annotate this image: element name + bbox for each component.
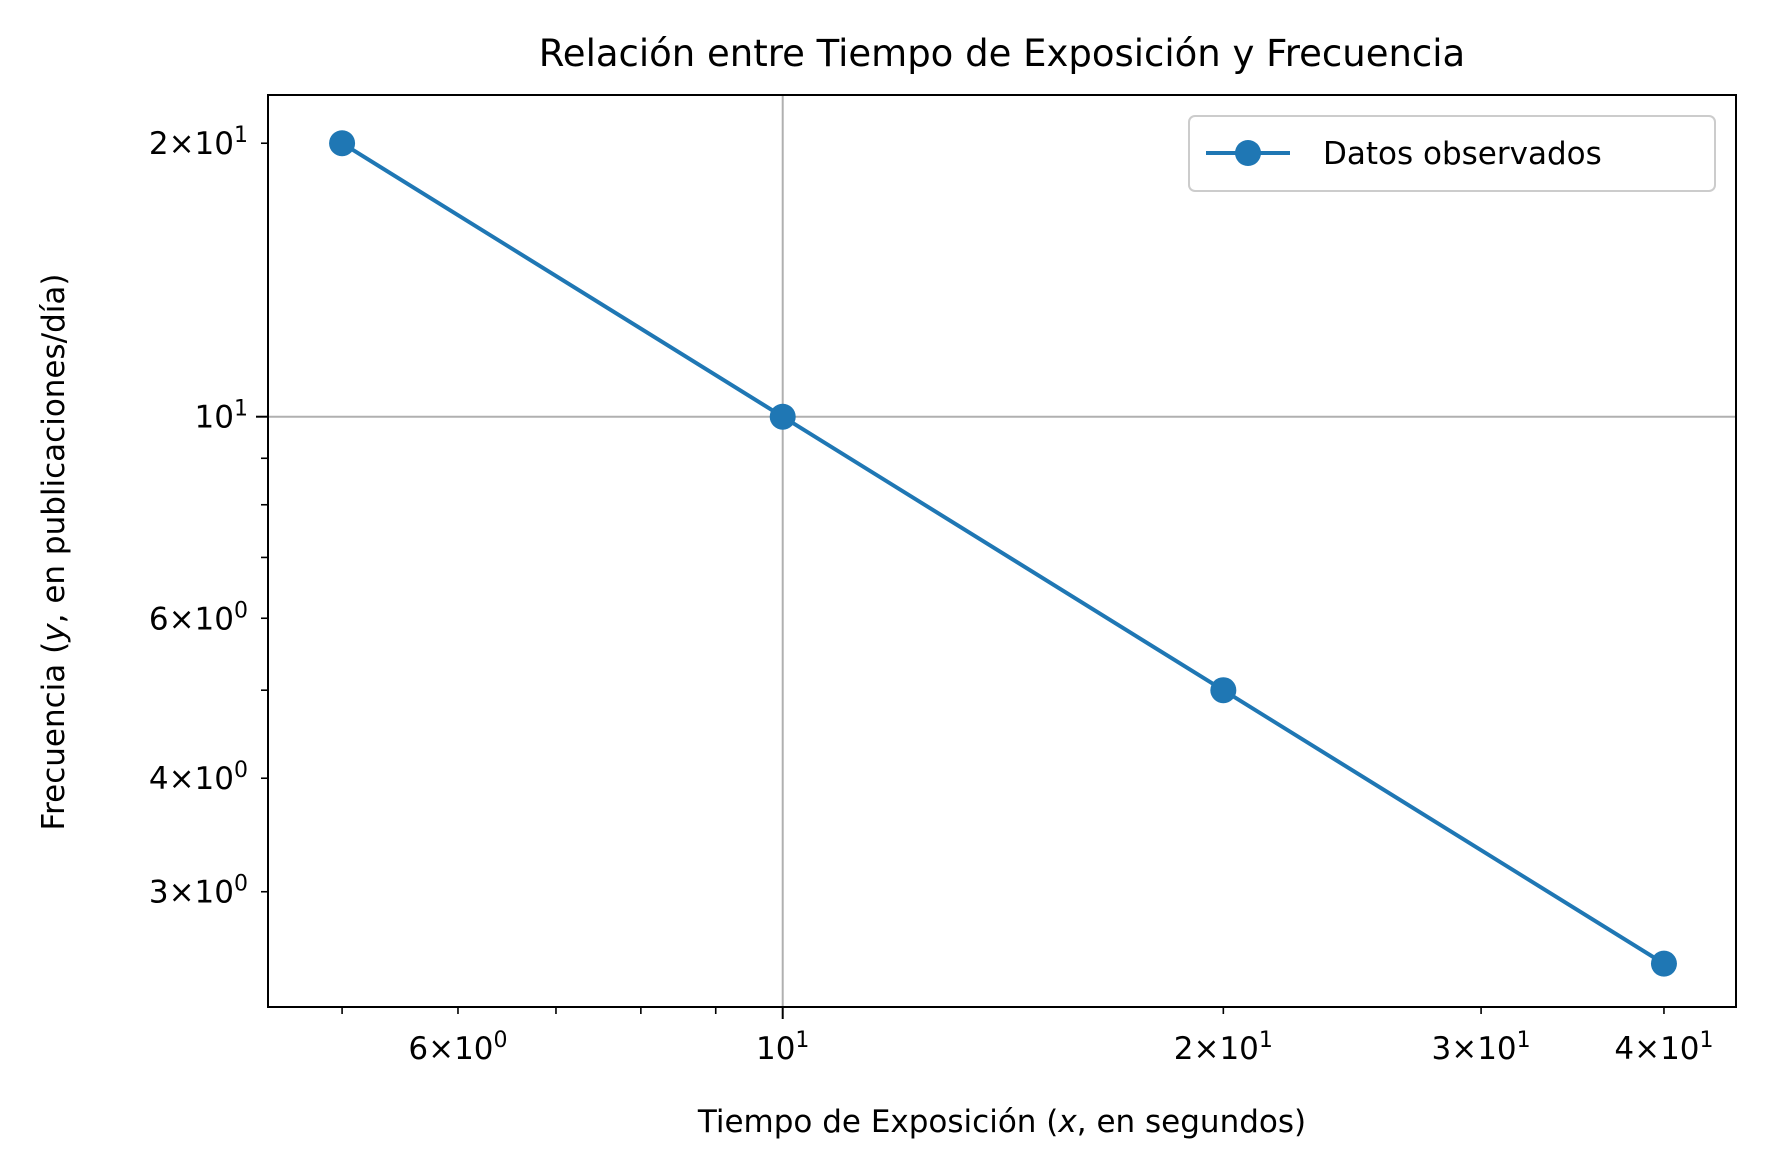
data-point [1210, 677, 1237, 704]
x-axis-label: Tiempo de Exposición (x, en segundos) [697, 1104, 1306, 1140]
y-tick-label: 6×100 [149, 598, 248, 637]
x-axis-label-prefix: Tiempo de Exposición ( [697, 1104, 1059, 1140]
x-tick-label: 6×100 [408, 1028, 507, 1067]
data-point [1650, 950, 1677, 977]
y-tick-label: 101 [195, 397, 248, 436]
data-series [329, 130, 1677, 977]
x-axis-label-variable: x [1057, 1104, 1077, 1140]
x-tick-label: 2×101 [1174, 1028, 1273, 1067]
axis-ticks: 6×100 101 2×101 3×101 4×101 3×100 4×100 6×100 10… [149, 123, 1714, 1067]
legend-label: Datos observados [1323, 136, 1602, 172]
x-axis-label-suffix: , en segundos) [1077, 1104, 1306, 1140]
chart-title: Relación entre Tiempo de Exposición y Fr… [539, 32, 1465, 75]
y-axis-label-suffix: , en publicaciones/día) [36, 274, 72, 624]
y-axis-label: Frecuencia (y, en publicaciones/día) [36, 274, 72, 831]
x-tick-label: 101 [756, 1028, 809, 1067]
y-tick-label: 2×101 [149, 123, 248, 162]
legend-box [1188, 115, 1716, 192]
y-tick-label: 4×100 [149, 758, 248, 797]
x-tick-label: 4×101 [1614, 1028, 1713, 1067]
y-axis-label-prefix: Frecuencia ( [36, 642, 72, 831]
y-axis-label-variable: y [36, 623, 72, 643]
grid-lines [268, 95, 1736, 1007]
data-point [769, 403, 796, 430]
legend-marker-swatch [1235, 140, 1261, 166]
x-tick-label: 3×101 [1432, 1028, 1531, 1067]
plot-frame [267, 94, 1737, 1008]
legend: Datos observados [1188, 115, 1716, 192]
y-tick-label: 3×100 [149, 872, 248, 911]
data-point [329, 130, 356, 157]
series-line [341, 141, 1666, 966]
